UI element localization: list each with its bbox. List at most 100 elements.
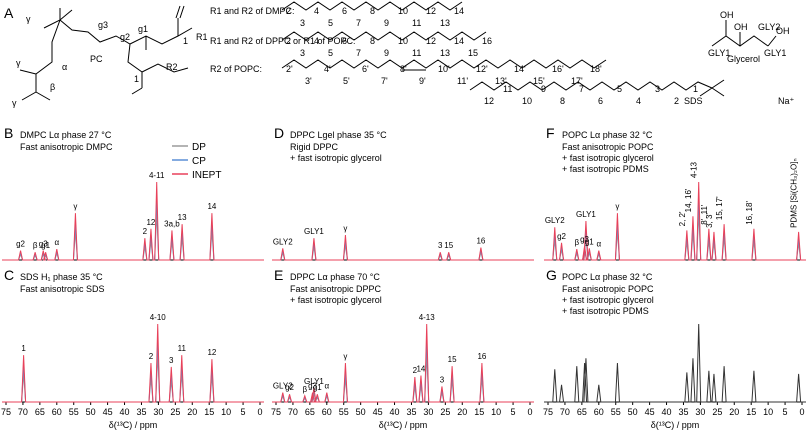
x-tick-label: 10 [763, 407, 773, 417]
glycerol-atom: OH [776, 26, 790, 36]
chain-number: 5 [617, 84, 622, 94]
chain-number: 18' [590, 64, 602, 74]
peak-label: 12 [207, 348, 216, 357]
chain-number: 7 [356, 48, 361, 58]
x-tick-label: 20 [729, 407, 739, 417]
x-tick-label: 40 [390, 407, 400, 417]
chain-number: 2 [286, 6, 291, 16]
peak-label: g2 [557, 232, 566, 241]
x-tick-label: 60 [594, 407, 604, 417]
x-tick-label: 30 [423, 407, 433, 417]
r-popc-label: R2 of POPC: [210, 64, 262, 74]
x-tick-label: 75 [543, 407, 553, 417]
x-tick-label: 15 [474, 407, 484, 417]
peak-label: 1 [21, 344, 26, 353]
peak-label: β [33, 241, 38, 250]
spectrum-line-inept [544, 181, 806, 261]
x-tick-label: 0 [799, 407, 804, 417]
x-axis-title: δ(¹³C) / ppm [379, 420, 428, 430]
chain-number: 5 [328, 18, 333, 28]
x-tick-label: 25 [712, 407, 722, 417]
x-tick-label: 70 [288, 407, 298, 417]
x-tick-label: 15 [204, 407, 214, 417]
chain-number: 6 [342, 36, 347, 46]
peak-label: 13 [178, 213, 187, 222]
chain-number: 10 [398, 36, 408, 46]
chain-number: 14 [454, 36, 464, 46]
chain-number: 9' [419, 76, 426, 86]
peak-label: 8', 11' [700, 204, 709, 225]
x-tick-label: 50 [628, 407, 638, 417]
x-tick-label: 5 [511, 407, 516, 417]
peak-label: γ [343, 352, 347, 361]
peak-label: 3 [438, 241, 443, 250]
pc-atom: γ [26, 14, 31, 24]
chain-number: 12 [426, 6, 436, 16]
chain-number: 11 [412, 18, 421, 28]
panel-letter: F [546, 125, 555, 141]
chain-number: 8 [370, 6, 375, 16]
panel-subtitle: + fast isotropic glycerol [290, 153, 382, 163]
panel-title: SDS H₁ phase 35 °C [20, 272, 103, 282]
peak-label: 2 [149, 352, 154, 361]
spectrum-line-inept [272, 235, 534, 261]
peak-label: 14, 16' [684, 188, 693, 212]
pc-atom: R2 [166, 62, 178, 72]
spectrum-line-cp [272, 339, 534, 403]
panel-subtitle: Fast anisotropic POPC [562, 142, 654, 152]
peak-label: g1 [585, 237, 594, 246]
x-tick-label: 45 [103, 407, 113, 417]
peak-label: β [302, 385, 307, 394]
panel-subtitle: + fast isotropic PDMS [562, 164, 649, 174]
peak-label: g3 [39, 240, 48, 249]
panel-letter: C [4, 267, 14, 283]
chain-number: 13 [440, 48, 450, 58]
x-tick-label: 0 [257, 407, 262, 417]
chain-number: 5 [328, 48, 333, 58]
peak-label: 3 [440, 375, 445, 384]
legend-label: CP [192, 156, 206, 167]
chain-number: 14' [514, 64, 526, 74]
x-tick-label: 55 [611, 407, 621, 417]
peak-label: PDMS [Si(CH₃)₂O]ₙ [790, 158, 799, 228]
x-tick-label: 30 [695, 407, 705, 417]
chain-number: 11 [412, 48, 421, 58]
x-tick-label: 40 [662, 407, 672, 417]
x-tick-label: 35 [678, 407, 688, 417]
glycerol-atom: OH [720, 10, 734, 20]
x-tick-label: 35 [136, 407, 146, 417]
x-tick-label: 25 [170, 407, 180, 417]
x-tick-label: 70 [18, 407, 28, 417]
panel-subtitle: Rigid DPPC [290, 142, 339, 152]
panel-letter: D [274, 125, 284, 141]
peak-label: 3 [169, 356, 174, 365]
spectrum-line-inept [272, 323, 534, 403]
x-tick-label: 10 [221, 407, 231, 417]
glycerol-atom: GLY2 [758, 22, 780, 32]
chain-number: 3 [300, 18, 305, 28]
chain-number: 4' [324, 64, 331, 74]
panel-subtitle: Fast anisotropic DMPC [20, 142, 113, 152]
chain-number: 15 [468, 48, 478, 58]
peak-label: 15 [448, 355, 457, 364]
peak-label: 4-11 [149, 171, 165, 180]
spectrum-line-inept [2, 181, 264, 261]
spectrum-panel-d: D DPPC Lgel phase 35 °C Rigid DPPC+ fast i… [272, 125, 534, 261]
peak-label: GLY1 [304, 227, 324, 236]
peak-label: 4-13 [690, 161, 699, 178]
chain-number: 2 [674, 96, 679, 106]
pc-atom: β [50, 82, 55, 92]
chain-number: 4 [314, 36, 319, 46]
legend-label: DP [192, 142, 206, 153]
peak-label: 4-10 [150, 313, 167, 322]
glycerol-atom: OH [734, 22, 748, 32]
chain-number: 5' [343, 76, 350, 86]
spectrum-panel-b: B DMPC Lα phase 27 °C Fast anisotropic DMP… [2, 125, 264, 261]
peak-label: g1 [313, 383, 322, 392]
panel-letter: E [274, 267, 283, 283]
peak-label: α [596, 240, 601, 249]
spectra-panels: B DMPC Lα phase 27 °C Fast anisotropic DMP… [1, 125, 806, 430]
x-tick-label: 20 [187, 407, 197, 417]
panel-letter: G [546, 267, 557, 283]
x-tick-label: 0 [527, 407, 532, 417]
